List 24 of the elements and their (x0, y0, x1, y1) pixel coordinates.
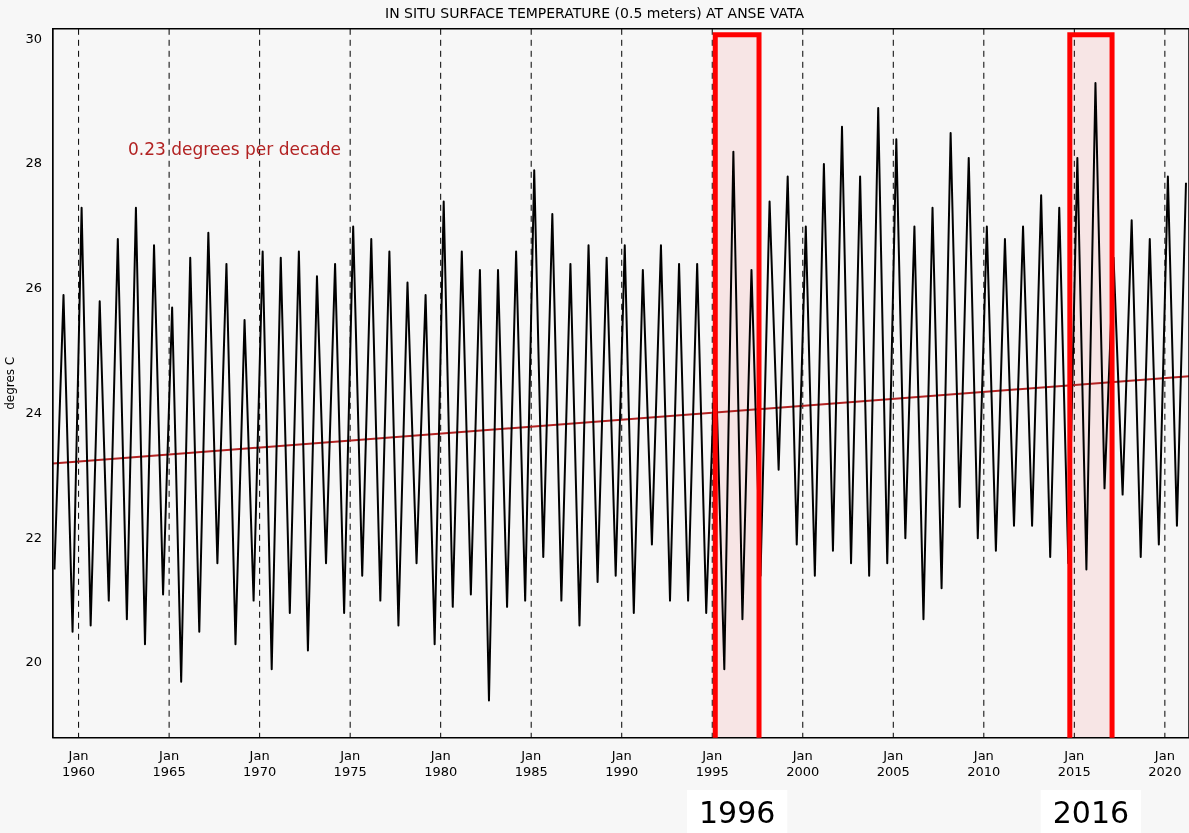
x-tick-label: Jan 2000 (786, 747, 820, 779)
annotation: 0.23 degrees per decade (127, 139, 341, 160)
x-tick-label: Jan 2020 (1148, 747, 1182, 779)
x-tick-label: Jan 1985 (514, 747, 548, 779)
x-tick-label: Jan 1980 (424, 747, 458, 779)
band-label: 1996 (698, 794, 776, 830)
x-tick-label: Jan 2005 (876, 747, 910, 779)
x-tick-label: Jan 1995 (695, 747, 729, 779)
x-tick-label: Jan 2015 (1057, 747, 1091, 779)
x-tick-label: Jan 1965 (152, 747, 186, 779)
y-tick-label: 28 (25, 155, 42, 171)
x-tick-label: Jan 1960 (62, 747, 96, 779)
y-tick-label: 22 (25, 529, 42, 545)
chart-title: IN SITU SURFACE TEMPERATURE (0.5 meters) AT ANSE VATA (384, 5, 805, 22)
x-tick-label: Jan 1975 (333, 747, 367, 779)
x-tick-label: Jan 2010 (967, 747, 1001, 779)
y-tick-label: 24 (25, 404, 42, 420)
y-tick-label: 26 (25, 280, 42, 296)
y-tick-label: 20 (25, 654, 42, 670)
y-axis-title: degres C (3, 356, 18, 410)
band-label: 2016 (1052, 794, 1130, 830)
y-tick-label: 30 (25, 30, 42, 46)
x-tick-label: Jan 1990 (605, 747, 639, 779)
x-tick-label: Jan 1970 (243, 747, 277, 779)
